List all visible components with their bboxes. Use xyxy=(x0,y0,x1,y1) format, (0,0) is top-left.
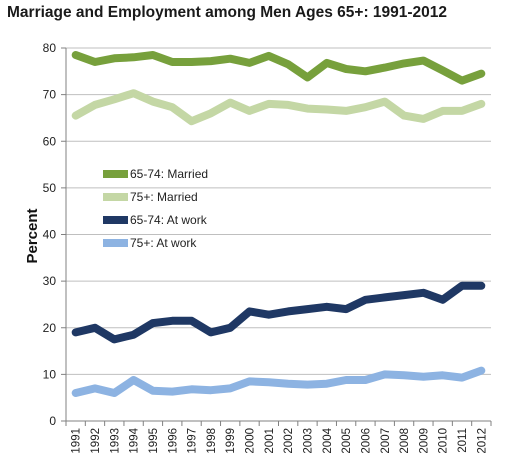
x-tick-label: 2006 xyxy=(360,428,372,454)
x-tick-label: 2012 xyxy=(476,428,488,454)
series-lines xyxy=(71,51,486,397)
y-axis-label: Percent xyxy=(24,208,41,263)
legend-label: 65-74: Married xyxy=(130,167,208,181)
series-line-2 xyxy=(71,89,486,126)
x-tick-label: 2003 xyxy=(302,428,314,454)
x-tick-label: 1993 xyxy=(109,428,121,454)
y-tick-label: 10 xyxy=(43,367,57,381)
y-tick-labels: 0 10 20 30 40 50 60 70 80 xyxy=(43,41,57,428)
x-tick-labels: 1991 1992 1993 1994 1995 1996 1997 1998 1999 2000… xyxy=(71,427,489,453)
x-tick-label: 2011 xyxy=(457,428,469,453)
y-tick-label: 60 xyxy=(43,134,57,148)
x-tick-label: 1999 xyxy=(225,428,237,454)
x-tick-label: 2005 xyxy=(341,428,353,454)
y-tick-label: 0 xyxy=(49,414,56,428)
x-tick-label: 2001 xyxy=(264,428,276,454)
y-tick-label: 40 xyxy=(43,228,57,242)
legend-label: 75+: At work xyxy=(130,236,197,250)
y-tick-label: 70 xyxy=(43,88,57,102)
series-line-1 xyxy=(71,51,486,85)
y-tick-label: 50 xyxy=(43,181,57,195)
x-tick-label: 1991 xyxy=(71,428,83,454)
legend-label: 65-74: At work xyxy=(130,213,208,227)
x-tick-label: 1992 xyxy=(90,428,102,454)
x-tick-label: 1996 xyxy=(167,428,179,454)
x-tick-label: 1995 xyxy=(148,428,160,454)
y-tick-label: 20 xyxy=(43,321,57,335)
y-tick-label: 30 xyxy=(43,274,57,288)
series-line-4 xyxy=(71,366,486,397)
chart-title: Marriage and Employment among Men Ages 6… xyxy=(7,4,448,21)
x-tick-label: 2010 xyxy=(438,428,450,454)
y-tick-label: 80 xyxy=(43,41,57,55)
x-tick-label: 2000 xyxy=(245,428,257,454)
x-tick-label: 2007 xyxy=(380,428,392,454)
gridlines xyxy=(66,47,491,375)
legend-label: 75+: Married xyxy=(130,190,198,204)
x-tick-label: 2008 xyxy=(399,428,411,454)
x-tick-label: 2004 xyxy=(322,427,334,453)
series-line-3 xyxy=(71,281,486,344)
x-tick-label: 2002 xyxy=(283,428,295,454)
x-tick-label: 1997 xyxy=(187,428,199,454)
x-tick-label: 1998 xyxy=(206,428,218,454)
axes xyxy=(61,47,492,426)
legend: 65-74: Married 75+: Married 65-74: At work… xyxy=(103,167,208,250)
x-tick-label: 1994 xyxy=(129,427,141,453)
x-tick-label: 2009 xyxy=(418,428,430,454)
